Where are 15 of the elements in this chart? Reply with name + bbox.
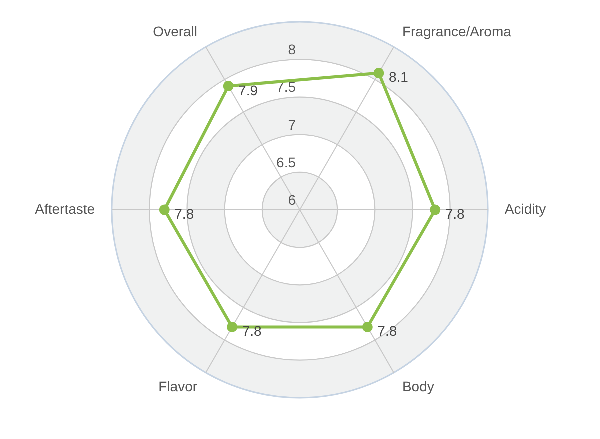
y-tick-label: 6.5 xyxy=(276,154,296,170)
data-label: 7.9 xyxy=(238,82,258,98)
data-label: 8.1 xyxy=(388,69,409,86)
y-tick-label: 6 xyxy=(288,192,296,208)
data-label: 7.8 xyxy=(445,206,466,222)
y-tick-label: 7 xyxy=(288,116,296,133)
data-label: 7.8 xyxy=(378,323,398,340)
spoke-label: Fragrance/Aroma xyxy=(402,24,512,40)
y-tick-label: 8 xyxy=(288,42,296,58)
spoke-label: Body xyxy=(402,378,434,394)
spoke-label: Overall xyxy=(153,24,198,40)
spoke-label: Acidity xyxy=(504,201,546,217)
spoke-label: Flavor xyxy=(158,378,198,394)
data-label: 7.8 xyxy=(174,206,194,222)
spoke-label: Aftertaste xyxy=(35,201,96,217)
